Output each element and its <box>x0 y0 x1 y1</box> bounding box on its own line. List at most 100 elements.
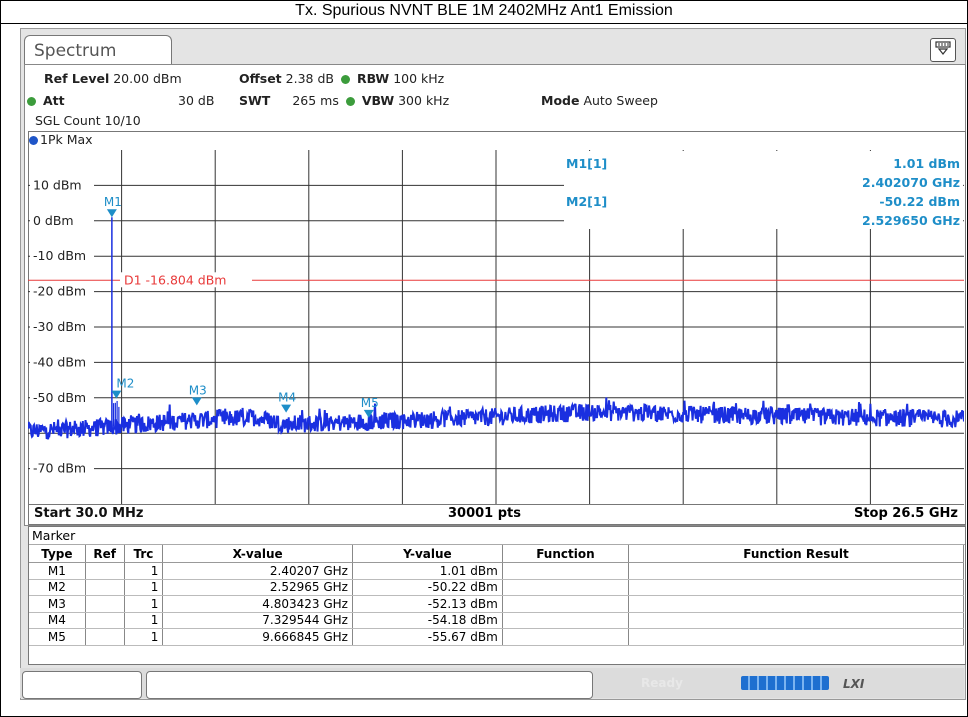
marker-table-header: Ref <box>85 545 125 563</box>
table-cell: M3 <box>29 595 86 613</box>
trace-label-text: 1Pk Max <box>40 132 93 147</box>
marker-m3-label: M3 <box>189 383 207 397</box>
offset-label: Offset <box>239 71 282 86</box>
table-cell <box>502 628 630 646</box>
ytick-bg <box>30 177 94 194</box>
table-cell <box>85 612 125 629</box>
menu-icon <box>935 41 951 55</box>
offset-value: 2.38 dB <box>285 71 334 86</box>
table-cell <box>85 595 125 613</box>
ref-level-label: Ref Level <box>44 71 110 86</box>
trace-indicator-icon <box>29 136 38 145</box>
vbw-indicator-icon <box>345 97 355 106</box>
rbw-indicator-icon <box>340 75 350 84</box>
progress-bar <box>741 676 829 690</box>
swt-value: 265 ms <box>292 93 339 108</box>
marker-table-header: Function <box>502 545 630 563</box>
marker-m1-label: M1 <box>104 195 122 209</box>
stop-frequency: Stop 26.5 GHz <box>853 506 958 521</box>
status-field-left[interactable] <box>22 671 142 699</box>
trace-label: 1Pk Max <box>29 132 93 149</box>
table-cell <box>85 628 125 646</box>
m2-readout-level: -50.22 dBm <box>879 194 960 209</box>
table-cell <box>85 579 125 596</box>
marker-table-header: Type <box>29 545 86 563</box>
table-cell: -52.13 dBm <box>352 595 503 613</box>
table-cell: 2.40207 GHz <box>162 562 353 580</box>
m1-readout-freq: 2.402070 GHz <box>862 175 960 190</box>
table-cell <box>502 562 630 580</box>
ytick-label: 10 dBm <box>33 177 82 192</box>
att-setting: Att <box>24 93 65 108</box>
table-cell: -54.18 dBm <box>352 612 503 629</box>
att-value: 30 dB <box>178 93 215 108</box>
marker-m4-label: M4 <box>278 391 296 405</box>
table-cell <box>628 612 964 629</box>
marker-table-panel: Marker Type Ref Trc X-value Y-value Function F… <box>28 526 966 665</box>
marker-readout-box <box>564 151 963 229</box>
ytick-label: 0 dBm <box>33 213 74 228</box>
m1-readout-level: 1.01 dBm <box>893 156 960 171</box>
table-cell: M2 <box>29 579 86 596</box>
marker-table-header: X-value <box>162 545 353 563</box>
ytick-label: -20 dBm <box>33 284 86 299</box>
table-cell: 1 <box>124 562 164 580</box>
marker-m5-icon <box>363 409 374 418</box>
marker-m2-label: M2 <box>116 377 134 391</box>
marker-table-header: Function Result <box>628 545 964 563</box>
tab-spectrum[interactable]: Spectrum <box>24 35 172 65</box>
ref-level-setting: Ref Level 20.00 dBm <box>44 71 182 86</box>
table-cell: 7.329544 GHz <box>162 612 353 629</box>
att-indicator-icon <box>27 97 36 106</box>
rbw-value: 100 kHz <box>393 71 445 86</box>
marker-m5-label: M5 <box>361 396 379 410</box>
spectrum-trace <box>28 397 964 440</box>
footer-divider <box>28 504 964 505</box>
table-cell: 1 <box>124 628 164 646</box>
ytick-bg <box>30 248 94 265</box>
m1-readout-name: M1[1] <box>566 156 608 171</box>
table-cell <box>628 595 964 613</box>
table-cell: M1 <box>29 562 86 580</box>
ytick-label: -70 dBm <box>33 461 86 476</box>
marker-m3-icon <box>191 397 202 406</box>
table-cell: 2.52965 GHz <box>162 579 353 596</box>
ytick-bg <box>30 460 94 477</box>
ytick-label: -30 dBm <box>33 319 86 334</box>
mode-setting: Mode Auto Sweep <box>541 93 658 108</box>
ytick-label: -50 dBm <box>33 390 86 405</box>
swt-setting: SWT 265 ms VBW 300 kHz <box>239 93 449 108</box>
ytick-label: -40 dBm <box>33 354 86 369</box>
lxi-logo: LXI <box>841 675 877 691</box>
table-cell: 1 <box>124 579 164 596</box>
table-cell: 4.803423 GHz <box>162 595 353 613</box>
table-cell: -55.67 dBm <box>352 628 503 646</box>
table-row: M2 1 2.52965 GHz -50.22 dBm <box>29 579 964 596</box>
vbw-label: VBW <box>361 93 395 108</box>
table-cell <box>85 562 125 580</box>
marker-m1-icon <box>106 209 117 218</box>
table-row: M1 1 2.40207 GHz 1.01 dBm <box>29 562 964 580</box>
ytick-bg <box>30 389 94 406</box>
mode-value: Auto Sweep <box>583 93 658 108</box>
table-cell: M5 <box>29 628 86 646</box>
table-cell: 1 <box>124 595 164 613</box>
table-cell: 1 <box>124 612 164 629</box>
menu-button[interactable] <box>930 38 956 62</box>
table-row: M3 1 4.803423 GHz -52.13 dBm <box>29 595 964 613</box>
vbw-value: 300 kHz <box>398 93 450 108</box>
marker-m4-icon <box>281 404 292 413</box>
m2-readout-name: M2[1] <box>566 194 608 209</box>
marker-table-header: Trc <box>124 545 164 563</box>
ytick-bg <box>30 212 94 229</box>
ytick-label: -10 dBm <box>33 248 86 263</box>
table-cell: 9.666845 GHz <box>162 628 353 646</box>
marker-table-title: Marker <box>29 527 965 545</box>
att-label: Att <box>42 93 65 108</box>
status-field-message[interactable] <box>146 671 593 699</box>
marker-m2-icon <box>111 390 122 399</box>
ytick-bg <box>30 283 94 300</box>
ready-status: Ready <box>641 676 683 690</box>
marker-table-header: Y-value <box>352 545 503 563</box>
display-line-label: D1 -16.804 dBm <box>124 272 226 287</box>
